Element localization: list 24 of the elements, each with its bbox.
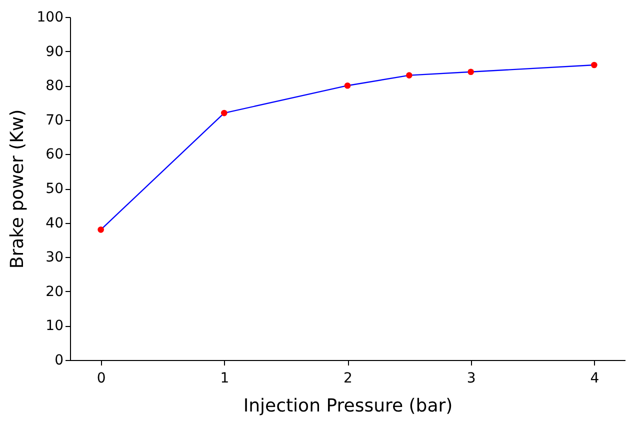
point — [591, 62, 598, 68]
y-tick-label: 80 — [46, 78, 64, 94]
point — [406, 72, 412, 78]
y-tick-label: 100 — [36, 10, 64, 26]
x-axis-title: Injection Pressure (bar) — [243, 396, 453, 416]
x-tick-label: 2 — [344, 370, 352, 386]
y-tick-label: 40 — [46, 215, 64, 232]
point — [221, 110, 228, 116]
y-tick-label: 30 — [46, 250, 64, 266]
y-tick-label: 0 — [54, 352, 64, 368]
y-tick-label: 50 — [46, 181, 64, 197]
y-tick-label: 60 — [46, 146, 64, 163]
y-tick-label: 70 — [46, 112, 64, 128]
x-tick-label: 1 — [220, 370, 230, 386]
y-tick-label: 10 — [46, 318, 64, 334]
y-tick-label: 20 — [46, 284, 64, 300]
point — [468, 68, 474, 76]
y-axis-title: Brake power (Kw) — [6, 109, 28, 269]
x-tick-label: 0 — [96, 370, 106, 386]
x-tick-label: 3 — [466, 370, 476, 386]
y-tick-label: 90 — [46, 44, 64, 60]
x-tick-label: 4 — [590, 370, 600, 386]
point — [98, 226, 104, 233]
point — [344, 82, 351, 89]
